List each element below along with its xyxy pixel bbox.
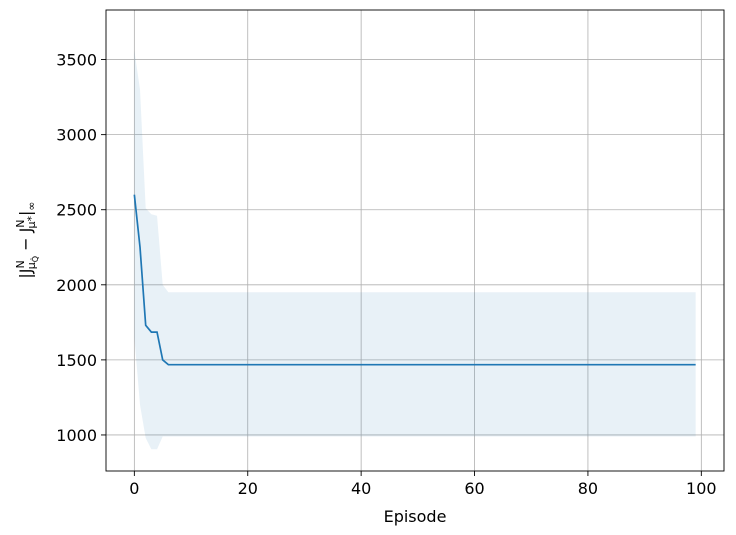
y-axis-ticks: 1000 1500 2000 2500 3000 3500 (56, 51, 106, 445)
y-tick-label: 1500 (56, 351, 97, 370)
x-tick-label: 100 (686, 479, 717, 498)
x-tick-label: 60 (464, 479, 484, 498)
grid (106, 10, 724, 471)
x-tick-label: 0 (129, 479, 139, 498)
y-tick-label: 2500 (56, 201, 97, 220)
x-tick-label: 40 (351, 479, 371, 498)
y-tick-label: 3000 (56, 126, 97, 145)
series-line (133, 194, 696, 366)
y-tick-label: 2000 (56, 276, 97, 295)
x-tick-label: 80 (578, 479, 598, 498)
y-axis-label: |JNμQ̂ − JNμ*|∞ (14, 201, 40, 278)
confidence-band-layer (134, 50, 696, 450)
confidence-band (134, 50, 696, 450)
x-tick-label: 20 (238, 479, 258, 498)
y-tick-label: 1000 (56, 426, 97, 445)
x-axis-ticks: 0 20 40 60 80 100 (129, 471, 717, 498)
x-axis-label: Episode (384, 507, 447, 526)
y-tick-label: 3500 (56, 51, 97, 70)
series-line-layer (133, 194, 696, 366)
plot-frame (105, 9, 725, 472)
